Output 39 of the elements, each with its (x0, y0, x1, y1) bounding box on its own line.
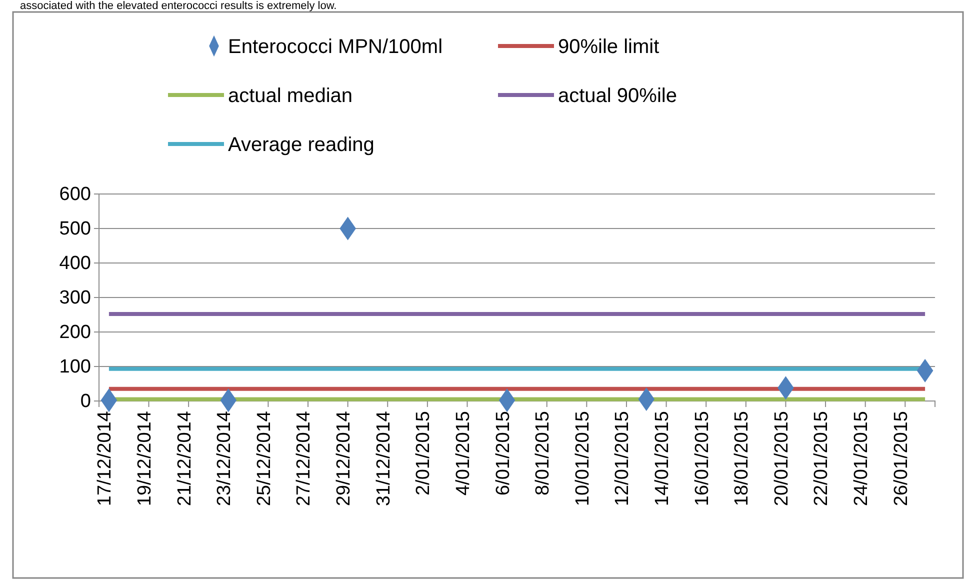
x-tick-label: 16/01/2015 (692, 411, 713, 506)
text: associated with the elevated enterococci results is extremely low. (20, 0, 337, 12)
x-tick-label: 27/12/2014 (294, 410, 315, 506)
x-tick-label: 14/01/2015 (652, 411, 673, 506)
x-tick-label: 8/01/2015 (532, 411, 554, 496)
legend-label: actual 90%ile (558, 85, 677, 107)
x-tick-label: 21/12/2014 (174, 410, 196, 506)
y-tick-label: 500 (59, 218, 91, 240)
legend-label: actual median (228, 85, 353, 107)
y-tick-label: 400 (59, 253, 91, 274)
y-tick-label: 0 (80, 391, 91, 412)
point (100, 388, 118, 412)
legend-label: 90%ile limit (558, 36, 660, 58)
x-tick-label: 25/12/2014 (254, 410, 275, 506)
y-tick-label: 200 (59, 322, 91, 344)
point (638, 388, 655, 412)
x-tick-label: 10/01/2015 (572, 411, 594, 506)
x-tick-label: 12/01/2015 (612, 411, 634, 506)
point (916, 358, 934, 382)
x-tick-label: 24/01/2015 (851, 411, 872, 506)
x-tick-label: 23/12/2014 (214, 410, 236, 506)
x-tick-label: 29/12/2014 (334, 410, 355, 506)
x-tick-label: 4/01/2015 (452, 411, 474, 496)
legend-label: Enterococci MPN/100ml (228, 36, 443, 58)
y-tick-label: 300 (59, 288, 91, 309)
x-tick-label: 20/01/2015 (771, 411, 792, 506)
x-tick-label: 6/01/2015 (492, 411, 514, 496)
x-tick-label: 26/01/2015 (890, 411, 912, 506)
x-tick-label: 31/12/2014 (373, 410, 394, 506)
x-tick-label: 22/01/2015 (811, 411, 832, 506)
y-tick-label: 100 (59, 356, 91, 378)
x-tick-label: 17/12/2014 (94, 410, 116, 506)
y-tick-label: 600 (59, 184, 91, 206)
point (498, 388, 516, 412)
legend-label: Average reading (228, 134, 374, 156)
x-tick-label: 19/12/2014 (134, 410, 156, 506)
x-tick-label: 18/01/2015 (732, 411, 753, 506)
point (220, 388, 237, 412)
x-tick-label: 2/01/2015 (413, 411, 434, 496)
